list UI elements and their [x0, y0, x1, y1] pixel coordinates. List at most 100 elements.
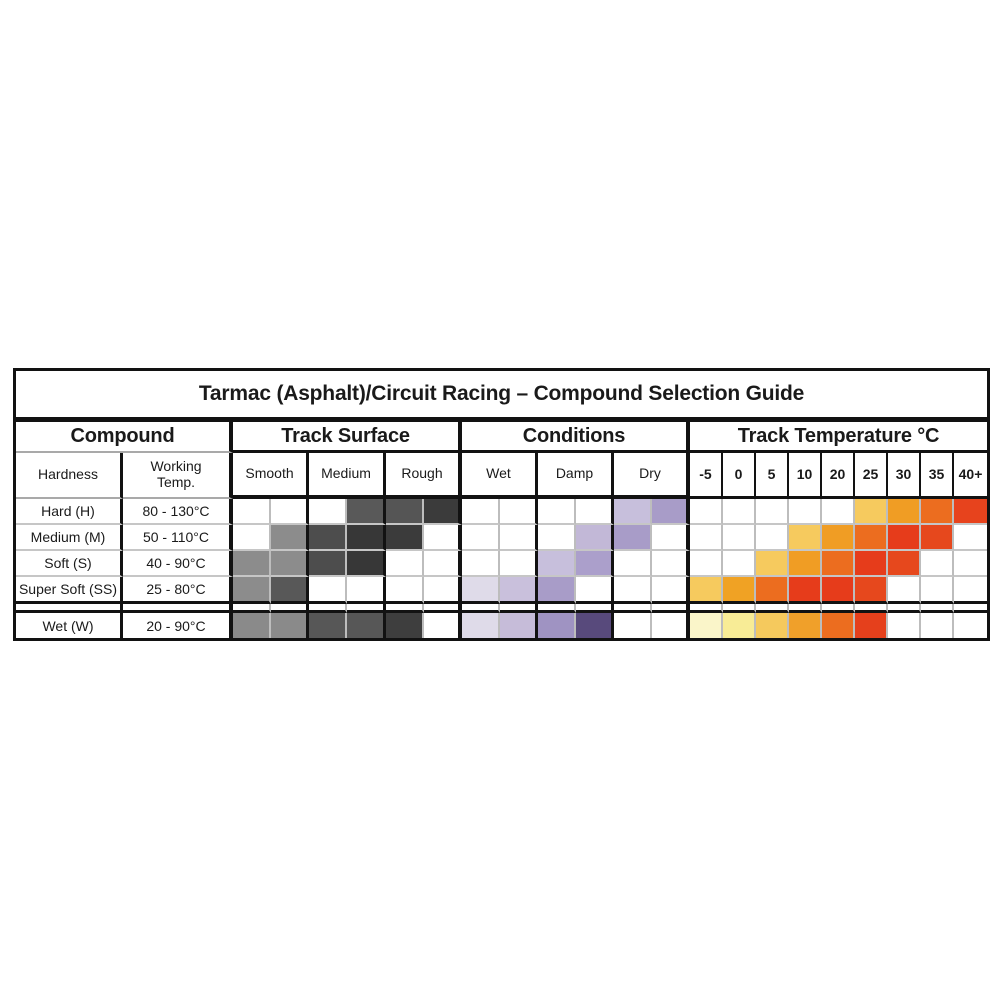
separator-cell — [271, 604, 309, 613]
temperature-cell — [822, 499, 855, 525]
temp-header-0: 0 — [723, 453, 756, 499]
separator-cell — [789, 604, 822, 613]
col-header-damp: Damp — [538, 453, 614, 499]
surface-cell — [424, 499, 462, 525]
table-title-row: Tarmac (Asphalt)/Circuit Racing – Compou… — [16, 371, 987, 422]
separator-cell — [309, 604, 347, 613]
surface-cell — [233, 525, 271, 551]
separator-cell — [123, 604, 233, 613]
surface-cell — [309, 551, 347, 577]
surface-cell — [386, 525, 424, 551]
temperature-cell — [921, 577, 954, 604]
temperature-cell — [921, 499, 954, 525]
temp-header-40+: 40+ — [954, 453, 987, 499]
condition-cell — [500, 613, 538, 638]
separator-cell — [888, 604, 921, 613]
compound-row: Hard (H) 80 - 130°C — [16, 499, 987, 525]
surface-cell — [347, 613, 386, 638]
condition-cell — [652, 577, 690, 604]
temp-header-10: 10 — [789, 453, 822, 499]
temperature-cell — [888, 613, 921, 638]
condition-cell — [652, 499, 690, 525]
temp-header-35: 35 — [921, 453, 954, 499]
temp-header-20: 20 — [822, 453, 855, 499]
temp-header-5: 5 — [756, 453, 789, 499]
temperature-cell — [888, 525, 921, 551]
surface-cell — [271, 613, 309, 638]
surface-cell — [424, 577, 462, 604]
temperature-cell — [690, 577, 723, 604]
compound-row: Soft (S) 40 - 90°C — [16, 551, 987, 577]
condition-cell — [462, 525, 500, 551]
surface-cell — [386, 551, 424, 577]
temperature-cell — [822, 525, 855, 551]
surface-cell — [386, 613, 424, 638]
condition-cell — [652, 551, 690, 577]
temperature-cell — [756, 613, 789, 638]
temperature-cell — [789, 551, 822, 577]
condition-cell — [538, 551, 576, 577]
wet-compound-row: Wet (W) 20 - 90°C — [16, 613, 987, 638]
surface-cell — [309, 577, 347, 604]
col-header-medium: Medium — [309, 453, 386, 499]
surface-cell — [347, 499, 386, 525]
surface-cell — [271, 577, 309, 604]
condition-cell — [576, 551, 614, 577]
surface-cell — [347, 577, 386, 604]
col-header-working-temp: Working Temp. — [123, 453, 233, 499]
condition-cell — [538, 577, 576, 604]
surface-cell — [309, 613, 347, 638]
col-header-smooth: Smooth — [233, 453, 309, 499]
table-title: Tarmac (Asphalt)/Circuit Racing – Compou… — [198, 382, 805, 405]
condition-cell — [576, 499, 614, 525]
working-temp-value: 20 - 90°C — [123, 613, 233, 638]
temperature-cell — [690, 551, 723, 577]
separator-cell — [576, 604, 614, 613]
row-label-hard-h: Hard (H) — [16, 499, 123, 525]
temperature-cell — [855, 499, 888, 525]
temperature-cell — [855, 525, 888, 551]
col-header-rough: Rough — [386, 453, 462, 499]
surface-cell — [271, 551, 309, 577]
working-temp-value: 80 - 130°C — [123, 499, 233, 525]
separator-cell — [954, 604, 987, 613]
condition-cell — [538, 499, 576, 525]
temperature-cell — [756, 551, 789, 577]
temperature-cell — [723, 551, 756, 577]
section-separator — [16, 604, 987, 613]
group-header-track-surface: Track Surface — [233, 422, 462, 453]
temperature-cell — [789, 613, 822, 638]
condition-cell — [652, 613, 690, 638]
temp-header-5: -5 — [690, 453, 723, 499]
surface-cell — [271, 525, 309, 551]
condition-cell — [576, 525, 614, 551]
temperature-cell — [921, 525, 954, 551]
row-label-wet-w: Wet (W) — [16, 613, 123, 638]
temperature-cell — [789, 525, 822, 551]
temperature-cell — [822, 577, 855, 604]
separator-cell — [822, 604, 855, 613]
temperature-cell — [855, 613, 888, 638]
temperature-cell — [954, 577, 987, 604]
row-label-super-soft-ss: Super Soft (SS) — [16, 577, 123, 604]
separator-cell — [386, 604, 424, 613]
col-header-dry: Dry — [614, 453, 690, 499]
surface-cell — [347, 525, 386, 551]
separator-cell — [921, 604, 954, 613]
condition-cell — [614, 499, 652, 525]
temperature-cell — [756, 525, 789, 551]
temperature-cell — [723, 577, 756, 604]
surface-cell — [233, 613, 271, 638]
condition-cell — [500, 551, 538, 577]
separator-cell — [756, 604, 789, 613]
surface-cell — [233, 499, 271, 525]
separator-cell — [614, 604, 652, 613]
temperature-cell — [690, 525, 723, 551]
compound-row: Medium (M) 50 - 110°C — [16, 525, 987, 551]
temperature-cell — [822, 613, 855, 638]
separator-cell — [347, 604, 386, 613]
temperature-cell — [723, 525, 756, 551]
separator-cell — [233, 604, 271, 613]
temperature-cell — [888, 499, 921, 525]
